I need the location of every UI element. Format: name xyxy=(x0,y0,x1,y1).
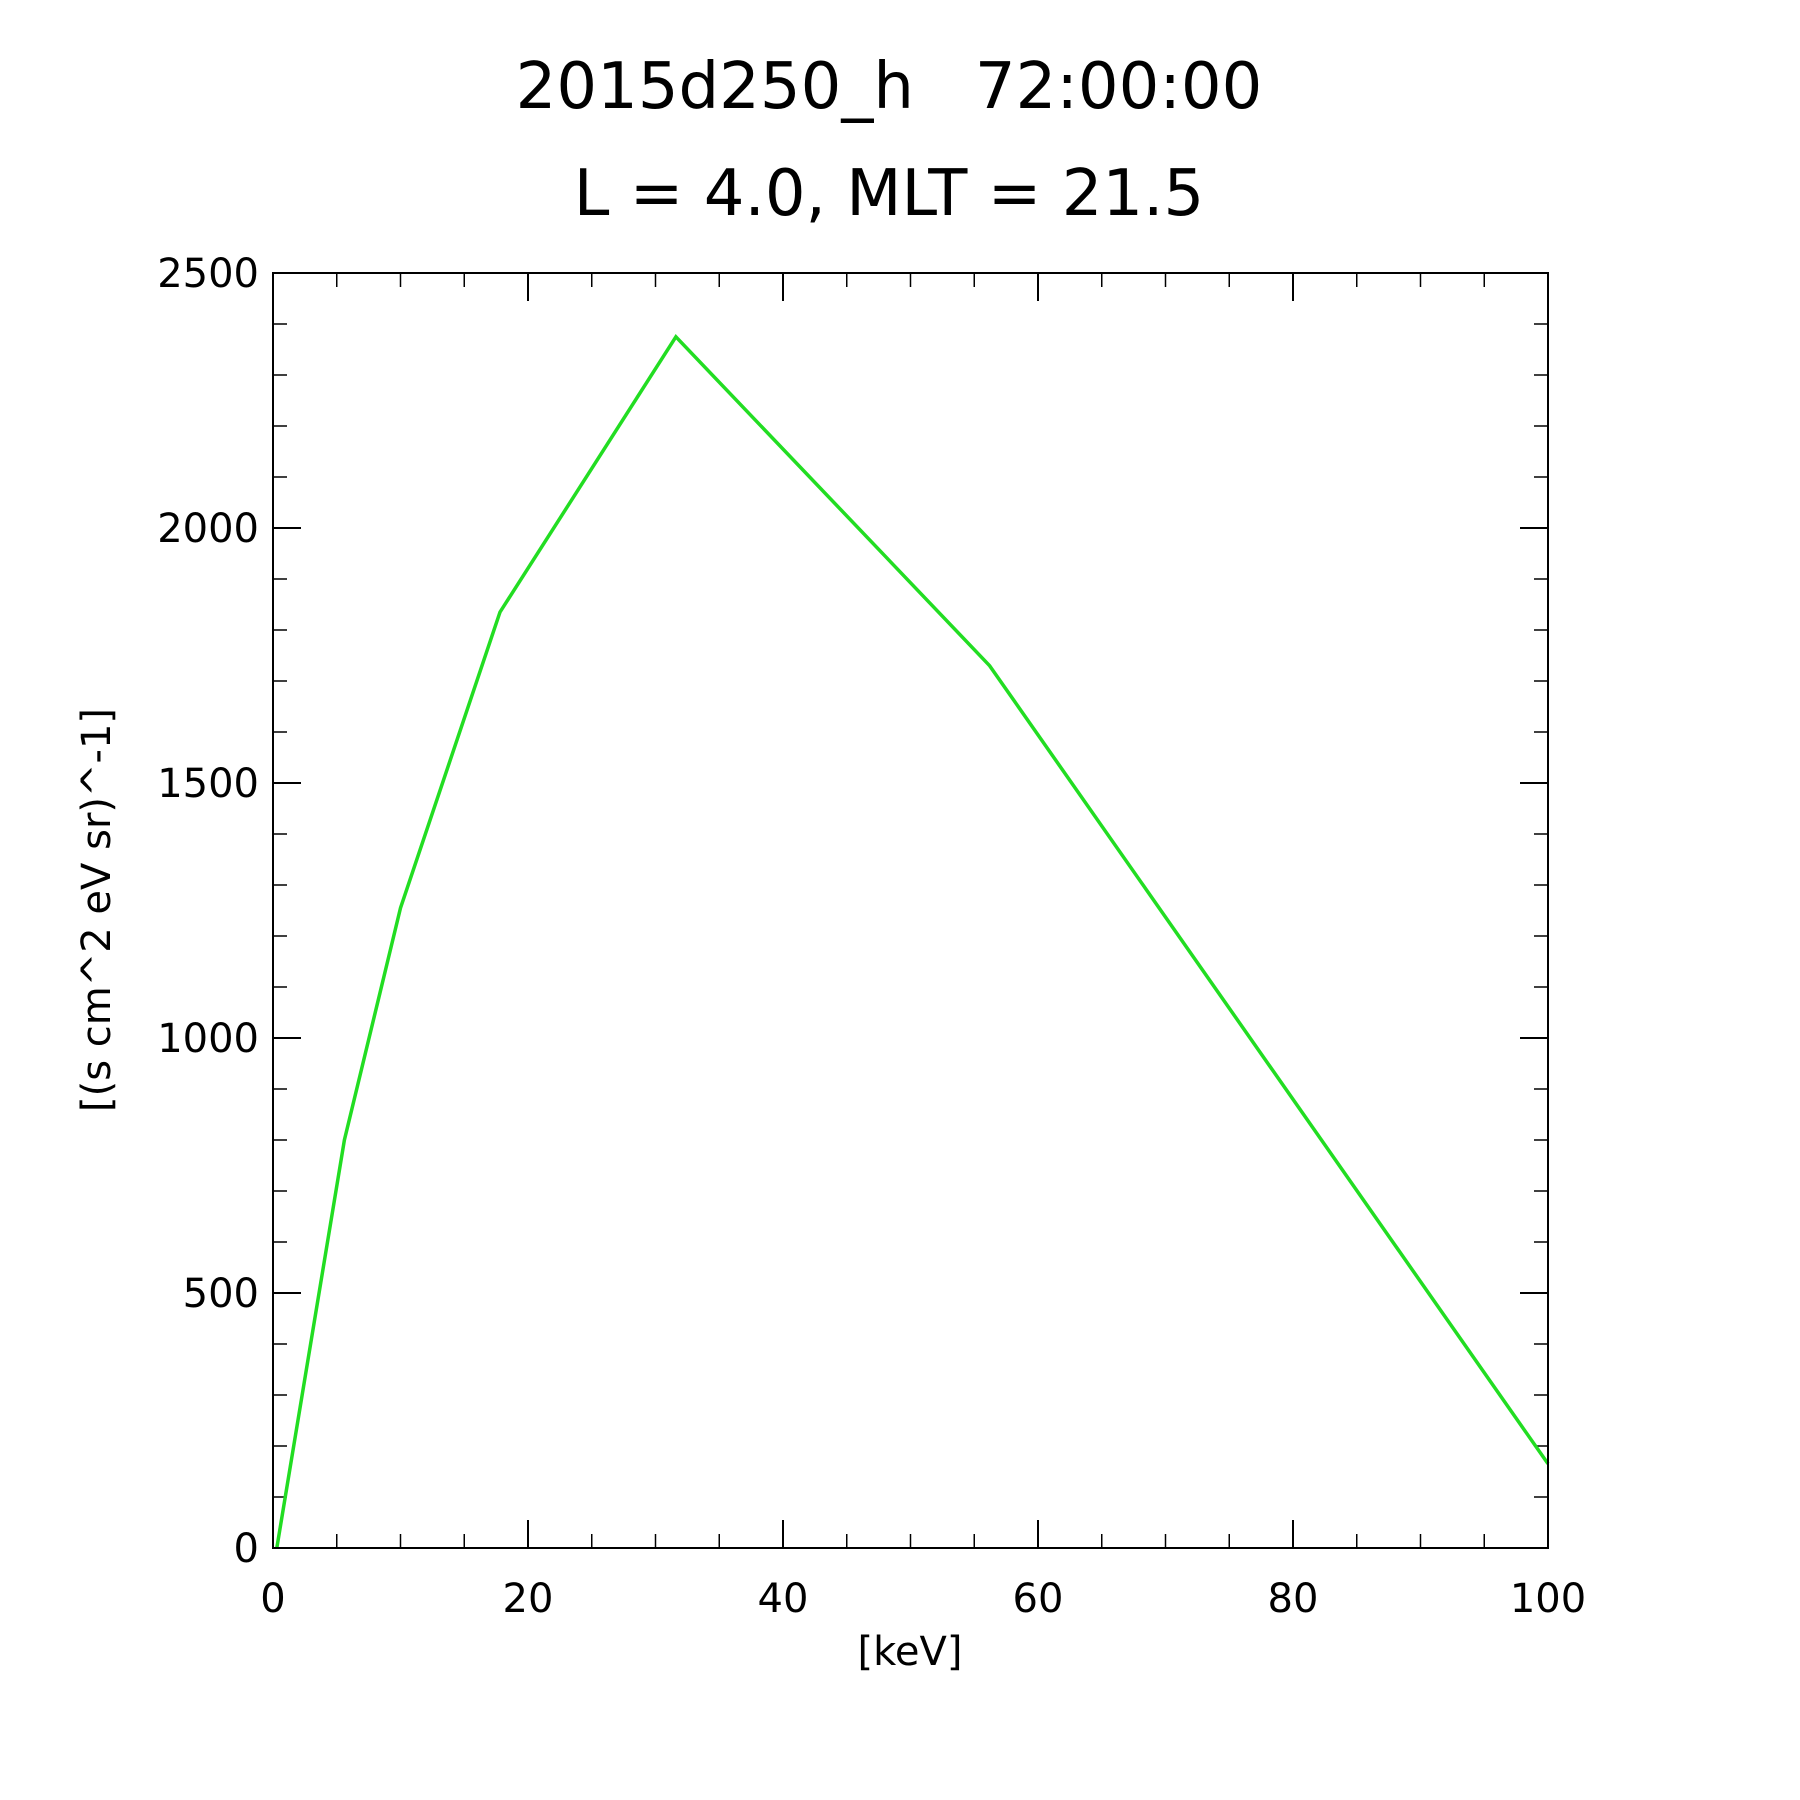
y-tick-label: 500 xyxy=(183,1271,259,1317)
plot-frame xyxy=(272,272,1549,1549)
x-tick-label: 40 xyxy=(758,1576,809,1622)
x-tick-labels: 0 20 40 60 80 100 xyxy=(260,1576,1586,1622)
chart-title: 2015d250_h 72:00:00 xyxy=(516,50,1263,124)
chart-subtitle: L = 4.0, MLT = 21.5 xyxy=(574,157,1204,231)
series-line xyxy=(275,333,1550,1549)
x-tick-label: 20 xyxy=(503,1576,554,1622)
y-tick-label: 1500 xyxy=(157,761,259,807)
y-tick-labels: 0 500 1000 1500 2000 2500 xyxy=(157,251,259,1572)
y-axis-label: [(s cm^2 eV sr)^-1] xyxy=(74,708,120,1112)
y-major-ticks xyxy=(273,272,1548,1549)
x-minor-ticks xyxy=(336,273,1485,1548)
y-minor-ticks xyxy=(273,323,1548,1498)
x-tick-label: 80 xyxy=(1268,1576,1319,1622)
y-tick-label: 2000 xyxy=(157,506,259,552)
y-tick-label: 0 xyxy=(234,1526,259,1572)
x-major-ticks xyxy=(272,273,1549,1548)
series-group xyxy=(275,333,1550,1549)
x-tick-label: 100 xyxy=(1510,1576,1586,1622)
x-axis-label: [keV] xyxy=(858,1629,963,1675)
y-tick-label: 1000 xyxy=(157,1016,259,1062)
y-tick-label: 2500 xyxy=(157,251,259,297)
x-tick-label: 60 xyxy=(1013,1576,1064,1622)
x-tick-label: 0 xyxy=(260,1576,285,1622)
